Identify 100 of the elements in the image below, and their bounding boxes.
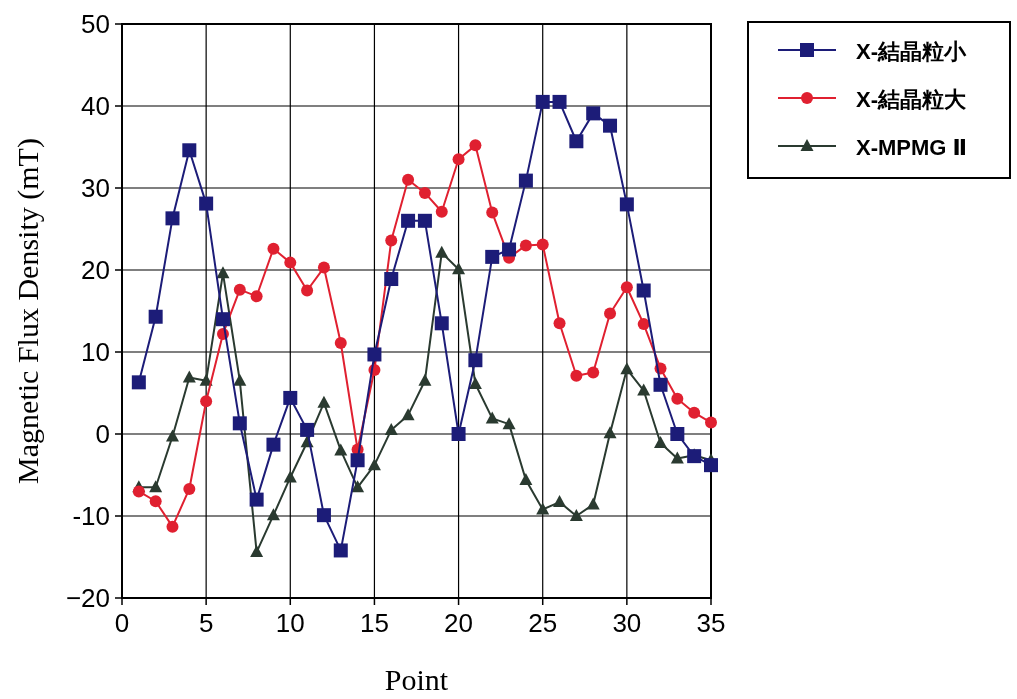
- point: [586, 497, 600, 510]
- point: [451, 427, 466, 441]
- point: [536, 238, 549, 251]
- point: [553, 495, 567, 508]
- legend-label: X-結晶粒大: [856, 87, 967, 112]
- x-tick-label: 5: [198, 608, 214, 638]
- point: [535, 94, 550, 109]
- legend-label: X-MPMG Ⅱ: [856, 135, 968, 160]
- point: [704, 458, 718, 473]
- point: [249, 492, 264, 507]
- point: [570, 369, 583, 382]
- point: [636, 283, 651, 298]
- point: [401, 408, 415, 421]
- point: [334, 336, 347, 349]
- y-tick-label: 20: [81, 255, 110, 285]
- point: [385, 234, 398, 247]
- point: [284, 256, 297, 269]
- point: [316, 508, 331, 523]
- point: [165, 429, 179, 442]
- point: [148, 309, 163, 324]
- point: [283, 470, 297, 483]
- point: [603, 426, 617, 439]
- point: [569, 134, 584, 149]
- point: [200, 395, 213, 408]
- y-tick-label: 30: [81, 173, 110, 203]
- point: [519, 472, 533, 485]
- point: [620, 281, 633, 294]
- point: [418, 373, 432, 386]
- point: [452, 262, 466, 275]
- point: [620, 362, 634, 375]
- point: [705, 416, 717, 429]
- point: [469, 139, 482, 152]
- point: [266, 437, 281, 452]
- point: [619, 197, 634, 212]
- point: [149, 480, 163, 493]
- point: [670, 451, 684, 464]
- point: [671, 392, 684, 405]
- point: [452, 153, 465, 166]
- point: [485, 411, 499, 424]
- point: [166, 520, 179, 533]
- point: [232, 416, 247, 431]
- point: [351, 480, 365, 493]
- point: [417, 213, 432, 228]
- point: [468, 376, 482, 389]
- point: [485, 249, 500, 264]
- point: [519, 239, 532, 252]
- point: [402, 173, 415, 186]
- point: [384, 272, 399, 287]
- point: [350, 453, 365, 468]
- point: [266, 508, 280, 521]
- y-tick-label: 0: [95, 419, 110, 449]
- point: [149, 495, 162, 508]
- point: [317, 395, 331, 408]
- y-tick-label: −20: [65, 583, 110, 613]
- point: [300, 422, 315, 437]
- x-axis-title: Point: [384, 663, 449, 696]
- point: [536, 502, 550, 515]
- point: [553, 317, 566, 330]
- point: [569, 509, 583, 521]
- point: [653, 377, 668, 392]
- point: [250, 545, 264, 558]
- y-tick-label: -10: [72, 501, 110, 531]
- point: [165, 211, 180, 226]
- point: [182, 370, 196, 383]
- point: [301, 284, 314, 297]
- point: [267, 242, 280, 255]
- y-axis-title: Magnetic Flux Density (mT): [11, 138, 45, 484]
- point: [250, 290, 263, 303]
- point: [587, 366, 600, 379]
- point: [132, 485, 145, 498]
- point: [401, 213, 416, 228]
- point: [670, 427, 685, 441]
- x-tick-label: 25: [528, 608, 558, 638]
- point: [502, 417, 516, 430]
- point: [435, 245, 449, 258]
- x-tick-label: 15: [359, 608, 389, 638]
- point: [603, 118, 618, 133]
- point: [333, 543, 348, 558]
- point: [215, 312, 230, 327]
- point: [283, 390, 298, 405]
- point: [317, 261, 330, 274]
- y-tick-label: 10: [81, 337, 110, 367]
- point: [518, 173, 533, 188]
- point: [434, 316, 449, 331]
- point: [586, 106, 601, 121]
- point: [688, 406, 701, 419]
- y-tick-label: 50: [81, 9, 110, 39]
- point: [183, 482, 196, 495]
- point: [384, 422, 398, 435]
- point: [131, 375, 146, 390]
- point: [637, 318, 650, 331]
- x-tick-label: 10: [275, 608, 305, 638]
- point: [216, 266, 230, 279]
- point: [468, 353, 483, 368]
- point: [367, 347, 382, 362]
- x-tick-label: 30: [612, 608, 642, 638]
- point: [637, 383, 651, 396]
- point: [418, 186, 431, 199]
- point: [367, 458, 381, 471]
- point: [502, 242, 517, 257]
